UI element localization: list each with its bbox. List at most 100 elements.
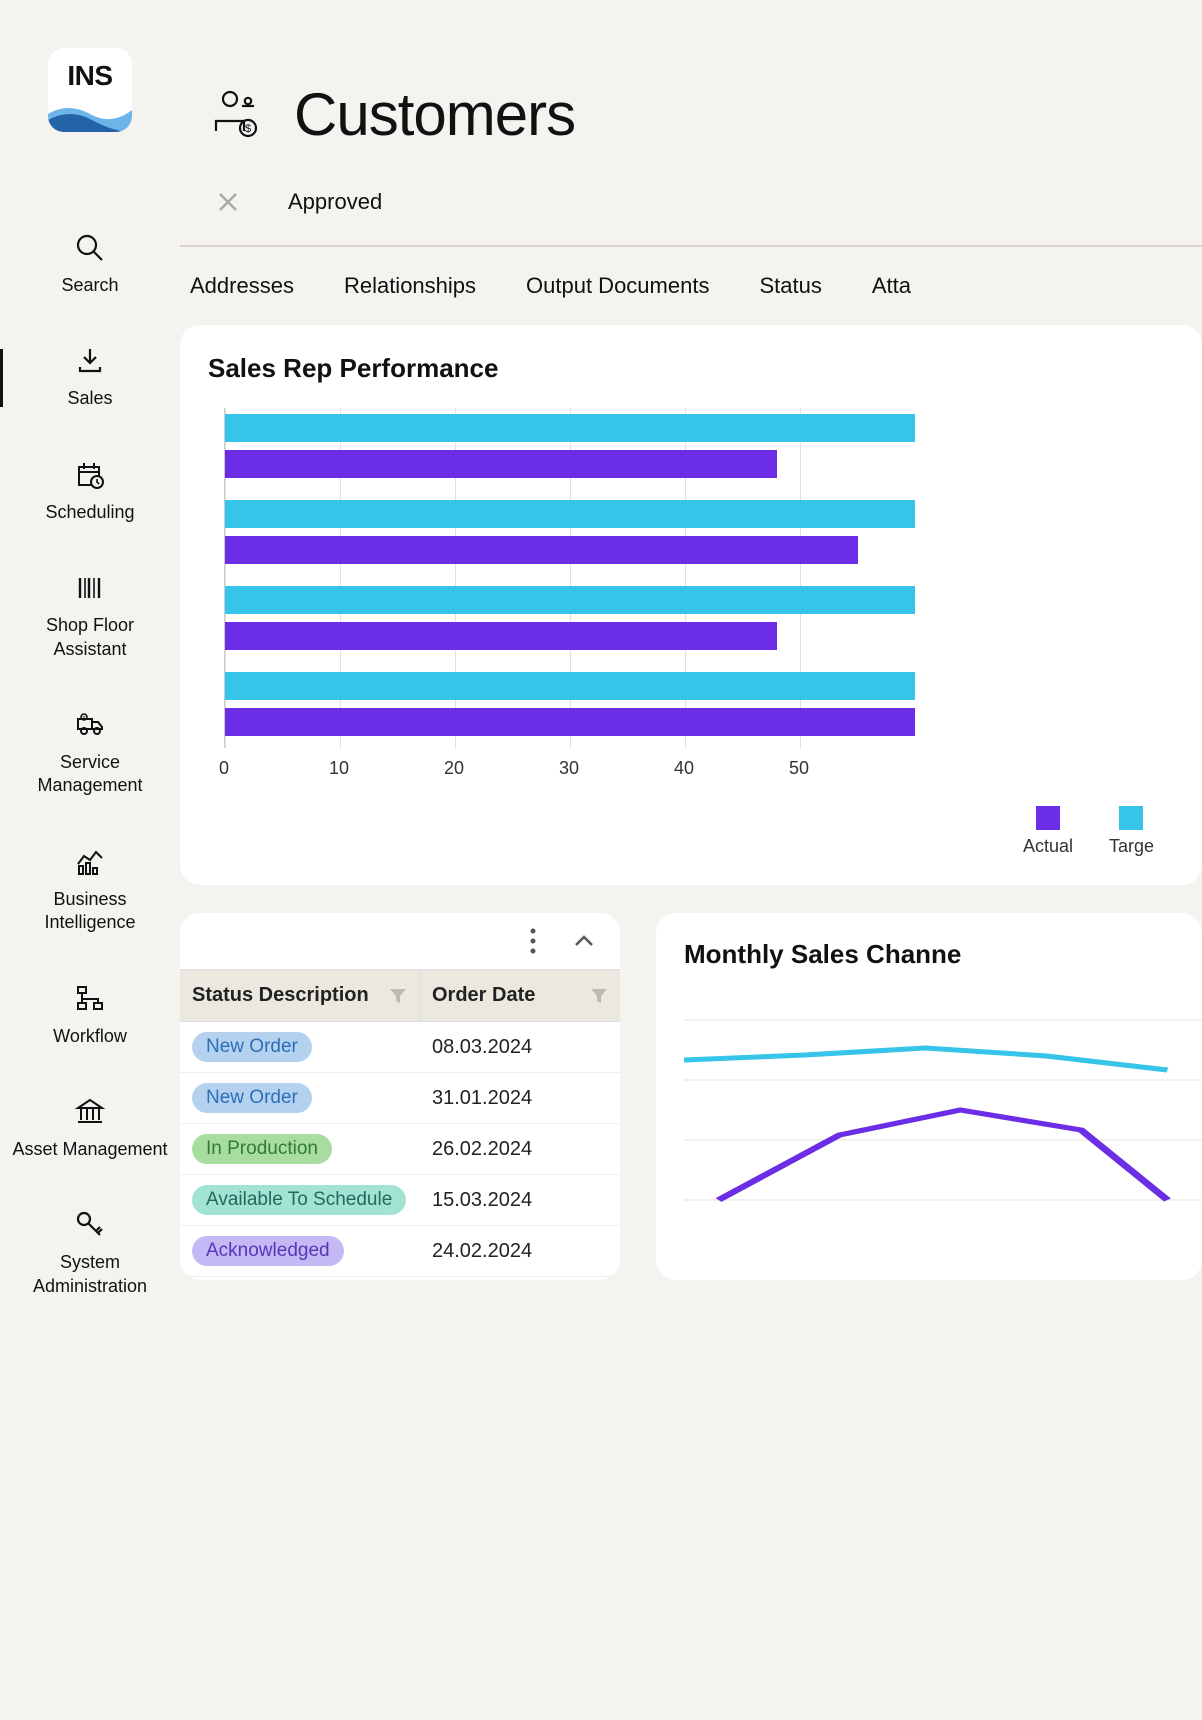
cell-status: New Order <box>180 1073 420 1123</box>
x-tick: 40 <box>674 758 694 779</box>
download-icon <box>74 345 106 377</box>
table-row[interactable]: In Production 26.02.2024 <box>180 1124 620 1175</box>
nav-label: Service Management <box>10 751 170 798</box>
cell-date: 26.02.2024 <box>420 1124 620 1174</box>
barcode-icon <box>74 572 106 604</box>
th-date[interactable]: Order Date <box>420 970 620 1021</box>
cell-date: 08.03.2024 <box>420 1022 620 1072</box>
bar-actual <box>225 536 858 564</box>
page-header: $ Customers <box>180 0 1202 189</box>
tab-status[interactable]: Status <box>759 273 821 299</box>
x-tick: 50 <box>789 758 809 779</box>
legend-swatch <box>1119 806 1143 830</box>
cell-status: Acknowledged <box>180 1226 420 1276</box>
customers-icon: $ <box>210 87 266 143</box>
status-label: Approved <box>288 189 382 215</box>
status-badge: New Order <box>192 1032 312 1062</box>
sidebar: INS Search Sales Scheduling Shop Floor Assi… <box>0 0 180 1720</box>
logo-text: INS <box>67 60 112 92</box>
sales-chart-title: Sales Rep Performance <box>208 353 1174 384</box>
status-badge: New Order <box>192 1083 312 1113</box>
bank-icon <box>74 1096 106 1128</box>
sidebar-item-workflow[interactable]: Workflow <box>0 959 180 1072</box>
cell-status: New Order <box>180 1022 420 1072</box>
th-date-label: Order Date <box>432 984 535 1007</box>
close-icon[interactable] <box>216 190 240 214</box>
filter-icon[interactable] <box>389 987 407 1005</box>
nav-label: System Administration <box>10 1251 170 1298</box>
status-badge: Available To Schedule <box>192 1185 406 1215</box>
tab-atta[interactable]: Atta <box>872 273 911 299</box>
sidebar-item-scheduling[interactable]: Scheduling <box>0 435 180 548</box>
status-badge: In Production <box>192 1134 332 1164</box>
bar-target <box>225 586 915 614</box>
status-table-card: Status Description Order Date New Order 0… <box>180 913 620 1280</box>
nav-label: Search <box>61 274 118 297</box>
bar-actual <box>225 708 915 736</box>
sales-performance-card: Sales Rep Performance 01020304050 Actual… <box>180 325 1202 885</box>
bar-target <box>225 672 915 700</box>
nav-label: Shop Floor Assistant <box>10 614 170 661</box>
tab-output-documents[interactable]: Output Documents <box>526 273 709 299</box>
tabs: Addresses Relationships Output Documents St… <box>180 247 1202 325</box>
bar-actual <box>225 450 777 478</box>
nav-label: Business Intelligence <box>10 888 170 935</box>
x-tick: 30 <box>559 758 579 779</box>
calendar-clock-icon <box>74 459 106 491</box>
table-row[interactable]: Acknowledged24.02.2024 <box>180 1226 620 1277</box>
nav-label: Sales <box>67 387 112 410</box>
bar-chart: 01020304050 ActualTarge <box>208 408 1174 857</box>
sidebar-item-sales[interactable]: Sales <box>0 321 180 434</box>
cell-date: 31.01.2024 <box>420 1073 620 1123</box>
cell-date: 15.03.2024 <box>420 1175 620 1225</box>
collapse-icon[interactable] <box>572 929 596 953</box>
legend-item: Actual <box>1023 806 1073 857</box>
sidebar-item-service-mgmt[interactable]: $ Service Management <box>0 685 180 822</box>
table-header: Status Description Order Date <box>180 969 620 1022</box>
sidebar-item-asset-mgmt[interactable]: Asset Management <box>0 1072 180 1185</box>
status-row: Approved <box>180 189 1202 245</box>
sidebar-item-biz-intel[interactable]: Business Intelligence <box>0 822 180 959</box>
x-tick: 0 <box>219 758 229 779</box>
cell-status: Available To Schedule <box>180 1175 420 1225</box>
sidebar-item-shop-floor[interactable]: Shop Floor Assistant <box>0 548 180 685</box>
bottom-row: Status Description Order Date New Order 0… <box>180 913 1202 1280</box>
filter-icon[interactable] <box>590 987 608 1005</box>
x-tick: 20 <box>444 758 464 779</box>
bar-target <box>225 500 915 528</box>
tab-addresses[interactable]: Addresses <box>190 273 294 299</box>
cell-status: In Production <box>180 1124 420 1174</box>
svg-text:$: $ <box>245 123 251 135</box>
sidebar-item-sys-admin[interactable]: System Administration <box>0 1185 180 1322</box>
legend-swatch <box>1036 806 1060 830</box>
main-content: $ Customers Approved Addresses Relationsh… <box>180 0 1202 1720</box>
th-status-label: Status Description <box>192 984 369 1007</box>
kebab-menu-icon[interactable] <box>530 928 536 954</box>
nav-label: Asset Management <box>12 1138 167 1161</box>
line-series <box>719 1110 1168 1200</box>
nav-label: Workflow <box>53 1025 127 1048</box>
app-logo[interactable]: INS <box>48 48 132 132</box>
sidebar-item-search[interactable]: Search <box>0 208 180 321</box>
table-row[interactable]: New Order 31.01.2024 <box>180 1073 620 1124</box>
page-title: Customers <box>294 80 575 149</box>
logo-wave-icon <box>48 100 132 132</box>
search-icon <box>74 232 106 264</box>
line-series <box>684 1048 1167 1070</box>
nav-label: Scheduling <box>45 501 134 524</box>
cell-date: 24.02.2024 <box>420 1226 620 1276</box>
bar-actual <box>225 622 777 650</box>
tab-relationships[interactable]: Relationships <box>344 273 476 299</box>
table-row[interactable]: Available To Schedule 15.03.2024 <box>180 1175 620 1226</box>
chart-icon <box>74 846 106 878</box>
legend-label: Actual <box>1023 836 1073 857</box>
table-row[interactable]: New Order 08.03.2024 <box>180 1022 620 1073</box>
line-chart-title: Monthly Sales Channe <box>684 939 1202 970</box>
legend-item: Targe <box>1109 806 1154 857</box>
th-status[interactable]: Status Description <box>180 970 420 1021</box>
workflow-icon <box>74 983 106 1015</box>
key-icon <box>74 1209 106 1241</box>
line-chart <box>684 1000 1202 1280</box>
legend-label: Targe <box>1109 836 1154 857</box>
svg-text:$: $ <box>83 716 86 722</box>
